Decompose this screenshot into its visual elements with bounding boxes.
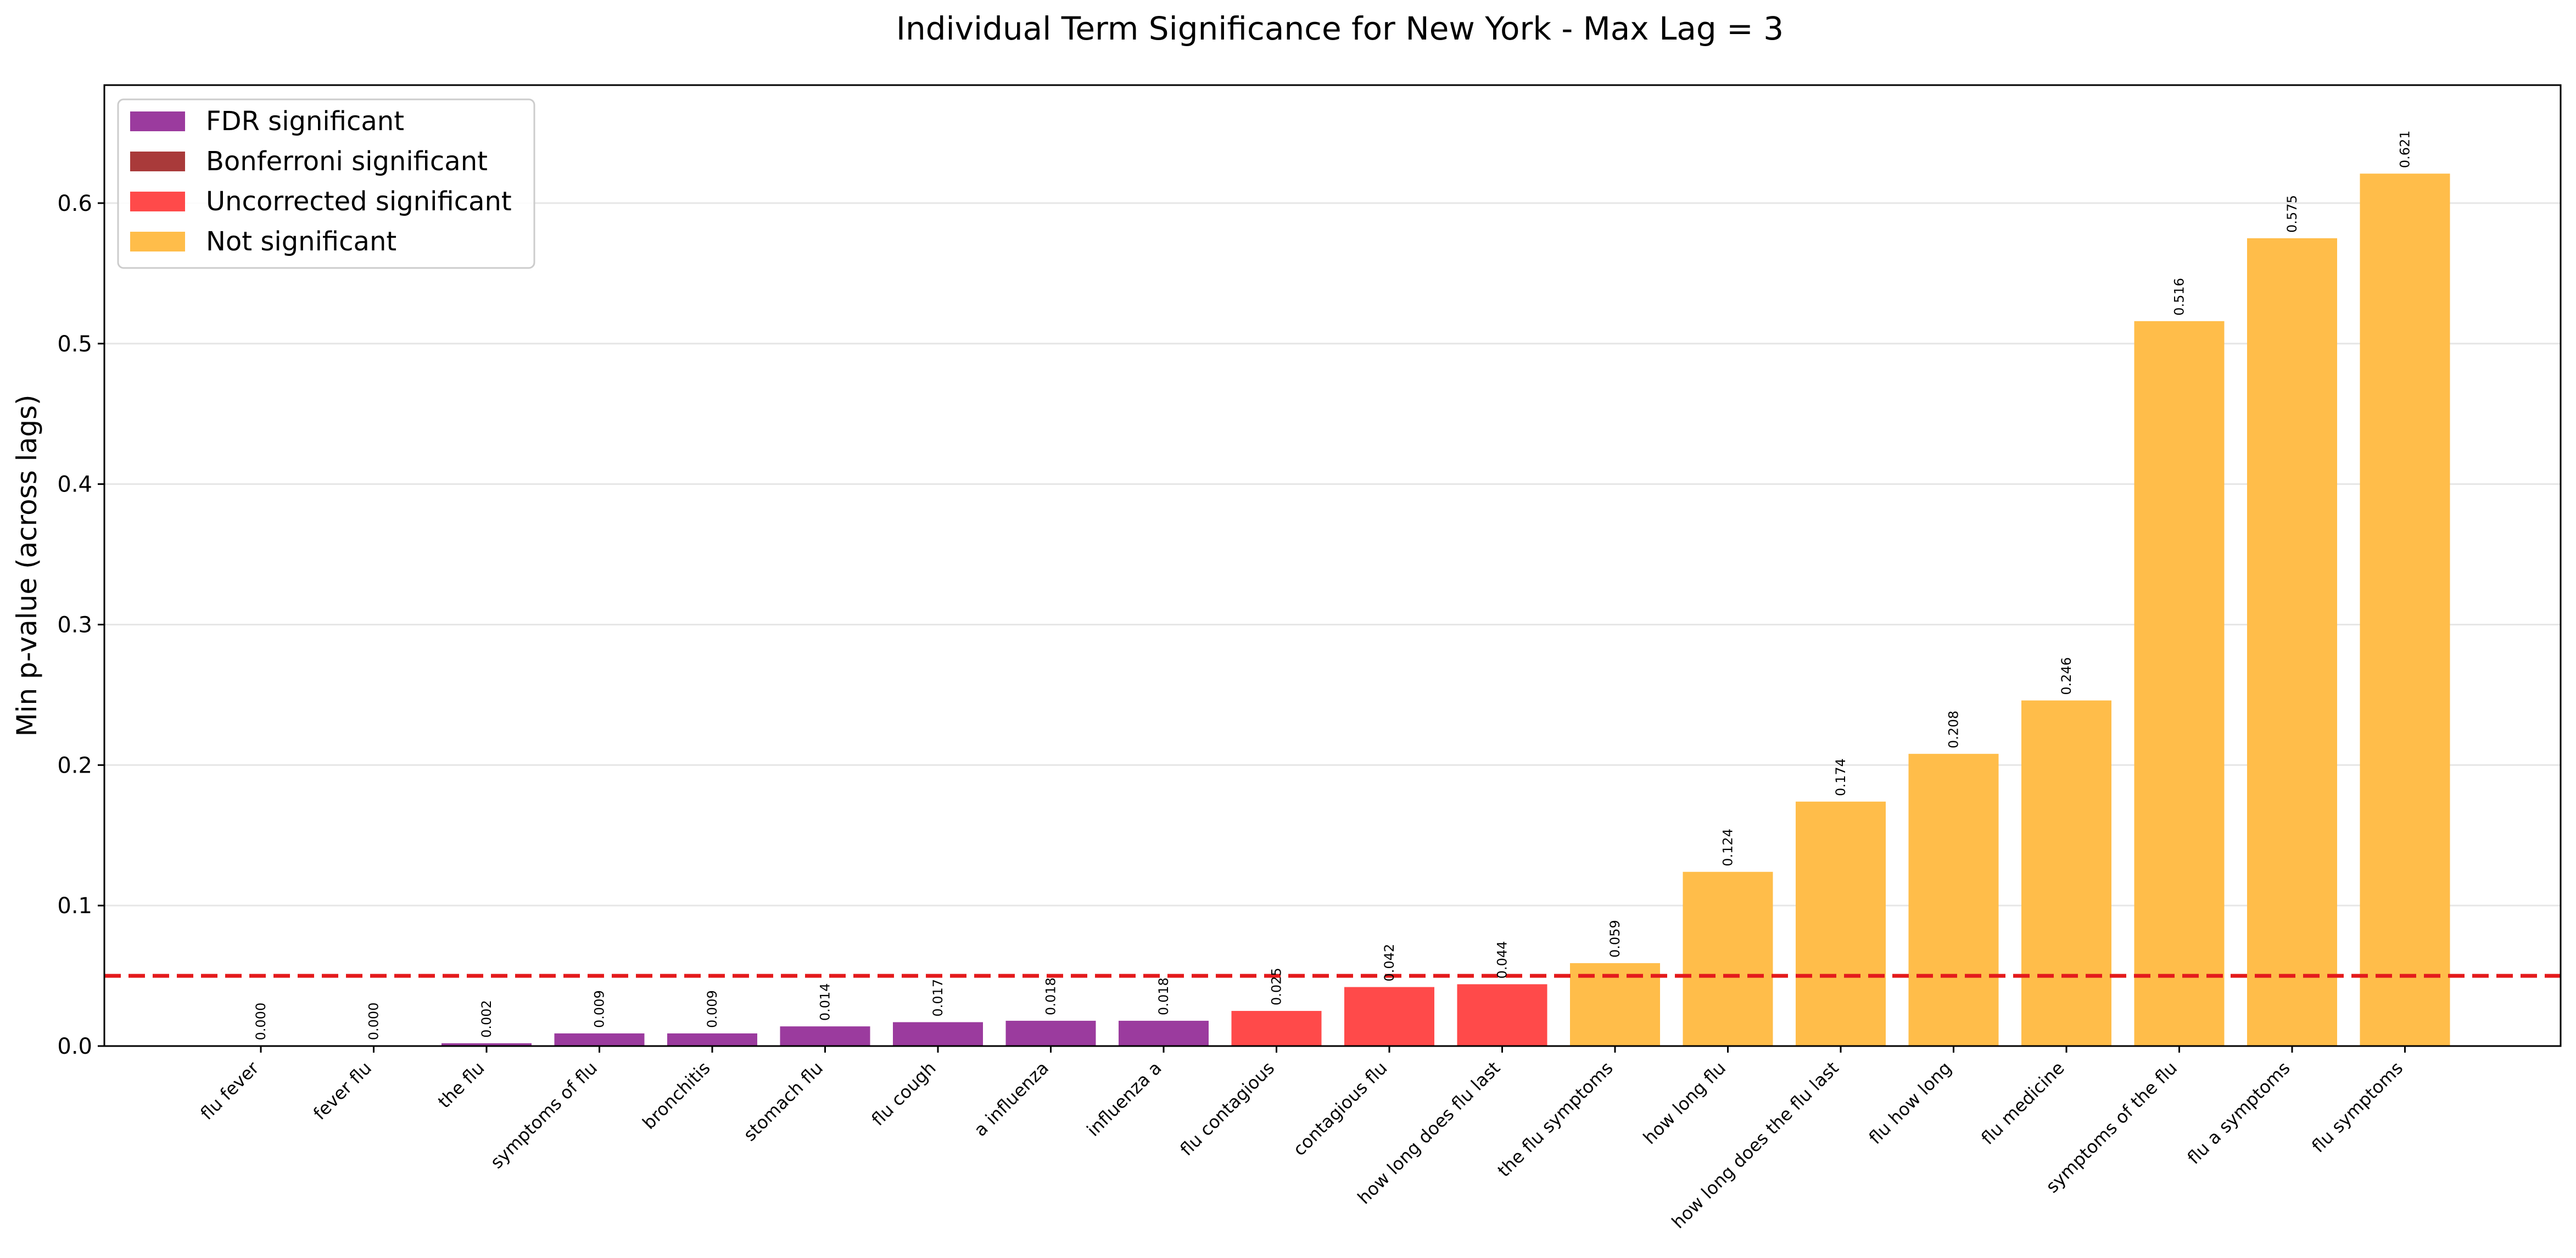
data-label: 0.018 (1156, 977, 1171, 1015)
legend-label: FDR significant (206, 106, 404, 137)
bars (216, 174, 2450, 1046)
legend-box (117, 98, 535, 269)
plot-frame (103, 84, 2562, 1047)
data-label: 0.174 (1833, 758, 1848, 796)
y-tick-label: 0.2 (57, 753, 92, 778)
bar (780, 1026, 870, 1046)
bar (554, 1033, 645, 1046)
bar (893, 1022, 983, 1046)
x-tick-label: symptoms of the flu (2042, 1058, 2181, 1197)
bar (2021, 700, 2111, 1046)
legend-label: Bonferroni significant (206, 146, 488, 177)
bar (1231, 1011, 1322, 1046)
data-label: 0.017 (930, 979, 946, 1017)
x-tick-label: flu fever (196, 1057, 263, 1124)
data-label: 0.621 (2398, 130, 2413, 168)
bar (1796, 801, 1886, 1046)
legend-label: Uncorrected significant (206, 186, 512, 217)
bar (2247, 238, 2337, 1046)
x-tick-label: how long flu (1639, 1058, 1730, 1148)
y-tick-label: 0.4 (57, 472, 92, 497)
y-tick-label: 0.1 (57, 893, 92, 919)
legend: FDR significant Bonferroni significant Unc… (117, 98, 535, 269)
data-label: 0.575 (2284, 195, 2300, 233)
data-label: 0.002 (479, 1000, 494, 1038)
data-label: 0.042 (1382, 944, 1397, 982)
data-labels: 0.000 0.000 0.002 0.009 0.009 0.014 0.017 0.018… (253, 130, 2413, 1040)
legend-swatch (130, 192, 185, 211)
legend-swatch (130, 111, 185, 131)
bar (2360, 174, 2450, 1046)
x-tick-label: flu a symptoms (2183, 1058, 2294, 1168)
data-label: 0.516 (2172, 278, 2187, 316)
bar (1344, 987, 1434, 1046)
bar (1005, 1020, 1096, 1046)
y-tick-label: 0.6 (57, 191, 92, 216)
data-label: 0.044 (1495, 941, 1510, 979)
bar (1908, 753, 1999, 1046)
data-label: 0.014 (818, 983, 833, 1021)
data-label: 0.025 (1269, 968, 1284, 1005)
legend-label: Not significant (206, 226, 396, 257)
bar (442, 1043, 532, 1046)
x-tick-label: flu cough (868, 1058, 940, 1130)
y-axis-label: Min p-value (across lags) (11, 394, 43, 736)
x-tick-label: the flu (434, 1058, 489, 1112)
bar (2134, 321, 2225, 1046)
data-label: 0.059 (1607, 920, 1623, 958)
x-tick-label: flu medicine (1977, 1058, 2068, 1149)
x-tick-label: contagious flu (1289, 1058, 1392, 1160)
data-label: 0.018 (1043, 977, 1059, 1015)
x-tick-label: symptoms of flu (486, 1058, 601, 1173)
bar (1683, 871, 1773, 1046)
x-tick-label: stomach flu (739, 1058, 827, 1145)
x-tick-label: influenza a (1083, 1058, 1166, 1140)
data-label: 0.000 (366, 1003, 382, 1041)
x-tick-label: the flu symptoms (1494, 1058, 1617, 1181)
data-label: 0.208 (1946, 711, 1962, 748)
x-tick-label: bronchitis (638, 1058, 714, 1133)
y-tick-label: 0.3 (57, 612, 92, 638)
x-tick-label: a influenza (970, 1058, 1053, 1140)
data-label: 0.009 (592, 990, 607, 1028)
x-tick-label: fever flu (309, 1058, 376, 1124)
chart-title: Individual Term Significance for New Yor… (896, 10, 1784, 47)
legend-swatch (130, 152, 185, 171)
y-tick-label: 0.0 (57, 1034, 92, 1059)
data-label: 0.000 (253, 1003, 269, 1041)
bar (1119, 1020, 1209, 1046)
data-label: 0.246 (2059, 657, 2074, 695)
x-tick-label: flu contagious (1176, 1058, 1279, 1160)
y-tick-label: 0.5 (57, 332, 92, 357)
x-tick-label: flu how long (1865, 1058, 1955, 1148)
x-tick-label: flu symptoms (2307, 1058, 2407, 1157)
legend-swatch (130, 232, 185, 251)
data-label: 0.124 (1720, 829, 1736, 866)
bar (667, 1033, 757, 1046)
data-label: 0.009 (705, 990, 720, 1028)
y-axis-ticks: 0.0 0.1 0.2 0.3 0.4 0.5 0.6 (57, 191, 104, 1059)
bar (1457, 984, 1547, 1046)
